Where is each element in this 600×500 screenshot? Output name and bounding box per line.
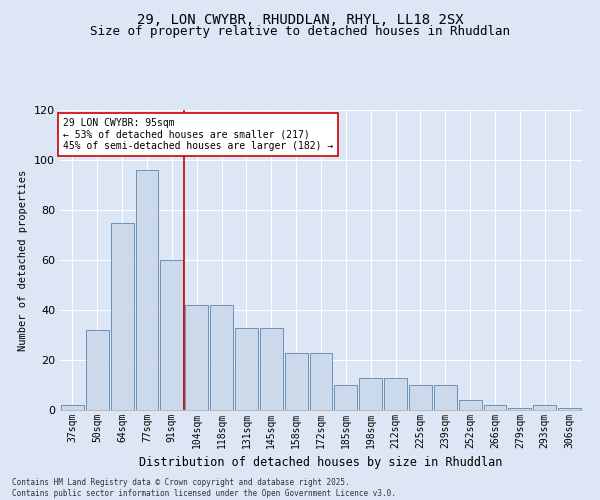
- Bar: [434, 385, 457, 410]
- Bar: [359, 378, 382, 410]
- Bar: [61, 405, 84, 410]
- Bar: [533, 405, 556, 410]
- Bar: [310, 352, 332, 410]
- Bar: [111, 222, 134, 410]
- Bar: [285, 352, 308, 410]
- Y-axis label: Number of detached properties: Number of detached properties: [19, 170, 28, 350]
- Bar: [558, 408, 581, 410]
- Bar: [459, 400, 482, 410]
- Bar: [409, 385, 432, 410]
- Bar: [260, 328, 283, 410]
- Bar: [484, 405, 506, 410]
- Bar: [235, 328, 258, 410]
- Text: Size of property relative to detached houses in Rhuddlan: Size of property relative to detached ho…: [90, 25, 510, 38]
- Bar: [384, 378, 407, 410]
- X-axis label: Distribution of detached houses by size in Rhuddlan: Distribution of detached houses by size …: [139, 456, 503, 469]
- Bar: [334, 385, 357, 410]
- Bar: [185, 305, 208, 410]
- Text: 29 LON CWYBR: 95sqm
← 53% of detached houses are smaller (217)
45% of semi-detac: 29 LON CWYBR: 95sqm ← 53% of detached ho…: [62, 118, 333, 150]
- Text: 29, LON CWYBR, RHUDDLAN, RHYL, LL18 2SX: 29, LON CWYBR, RHUDDLAN, RHYL, LL18 2SX: [137, 12, 463, 26]
- Bar: [86, 330, 109, 410]
- Bar: [136, 170, 158, 410]
- Bar: [160, 260, 183, 410]
- Text: Contains HM Land Registry data © Crown copyright and database right 2025.
Contai: Contains HM Land Registry data © Crown c…: [12, 478, 396, 498]
- Bar: [508, 408, 531, 410]
- Bar: [210, 305, 233, 410]
